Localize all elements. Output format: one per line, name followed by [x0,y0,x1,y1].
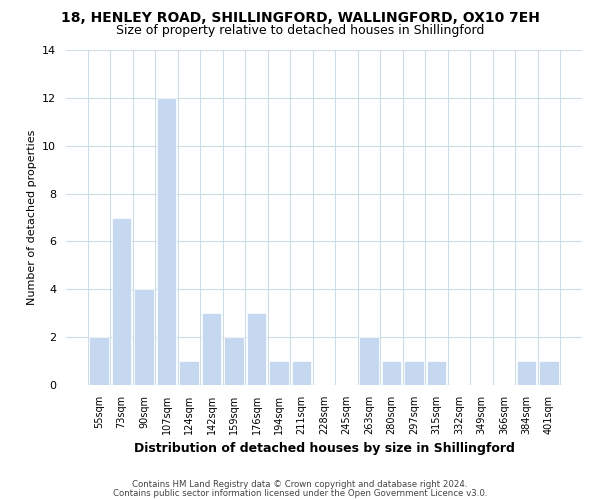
Bar [157,98,176,385]
Bar [292,361,311,385]
Text: Contains public sector information licensed under the Open Government Licence v3: Contains public sector information licen… [113,490,487,498]
Y-axis label: Number of detached properties: Number of detached properties [26,130,37,305]
Bar [202,313,221,385]
Bar [382,361,401,385]
Bar [89,337,109,385]
Bar [179,361,199,385]
Bar [269,361,289,385]
Bar [517,361,536,385]
X-axis label: Distribution of detached houses by size in Shillingford: Distribution of detached houses by size … [134,442,514,456]
Text: 18, HENLEY ROAD, SHILLINGFORD, WALLINGFORD, OX10 7EH: 18, HENLEY ROAD, SHILLINGFORD, WALLINGFO… [61,11,539,25]
Bar [112,218,131,385]
Bar [224,337,244,385]
Bar [134,290,154,385]
Text: Size of property relative to detached houses in Shillingford: Size of property relative to detached ho… [116,24,484,37]
Bar [539,361,559,385]
Bar [359,337,379,385]
Text: Contains HM Land Registry data © Crown copyright and database right 2024.: Contains HM Land Registry data © Crown c… [132,480,468,489]
Bar [247,313,266,385]
Bar [404,361,424,385]
Bar [427,361,446,385]
